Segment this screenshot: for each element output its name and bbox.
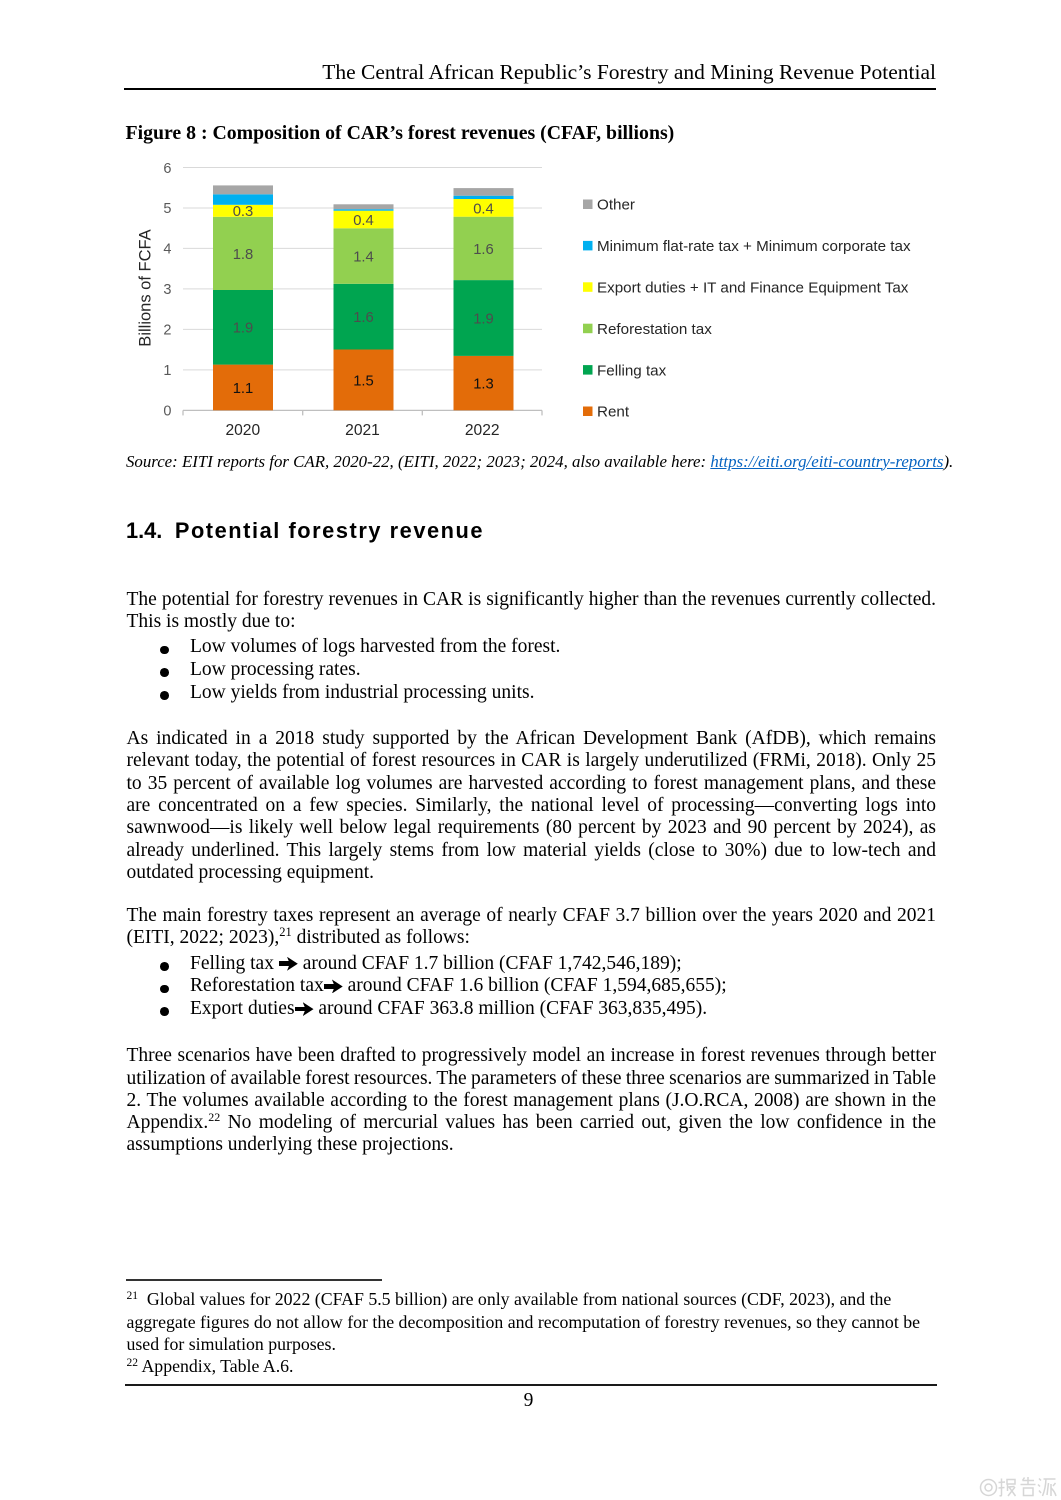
svg-text:0.3: 0.3 [233,204,254,220]
svg-text:1: 1 [163,363,171,379]
svg-text:4: 4 [163,242,171,258]
svg-text:3: 3 [163,282,171,298]
svg-text:1.1: 1.1 [233,381,254,397]
svg-text:Reforestation tax: Reforestation tax [597,321,712,338]
svg-text:Minimum flat-rate tax + Minimu: Minimum flat-rate tax + Minimum corporat… [597,238,911,255]
svg-text:0.4: 0.4 [473,201,494,217]
svg-text:1.8: 1.8 [233,247,254,263]
svg-text:1.3: 1.3 [473,377,494,393]
svg-text:1.4: 1.4 [353,250,374,266]
svg-text:1.9: 1.9 [233,321,254,337]
svg-text:Billions of FCFA: Billions of FCFA [137,229,155,346]
svg-text:0.4: 0.4 [353,213,374,229]
svg-text:6: 6 [163,161,171,177]
svg-text:1.5: 1.5 [353,373,374,389]
svg-text:2: 2 [163,323,171,339]
svg-text:2020: 2020 [225,422,260,439]
svg-text:Rent: Rent [597,404,630,421]
svg-text:Export duties + IT and Finance: Export duties + IT and Finance Equipment… [597,280,909,297]
svg-text:2022: 2022 [465,422,500,439]
svg-text:1.6: 1.6 [473,242,494,258]
svg-text:2021: 2021 [345,422,380,439]
svg-text:Other: Other [597,197,635,214]
svg-text:5: 5 [163,201,171,217]
svg-text:1.9: 1.9 [473,311,494,327]
svg-text:1.6: 1.6 [353,310,374,326]
svg-text:Felling tax: Felling tax [597,362,667,379]
svg-text:0: 0 [163,404,171,420]
